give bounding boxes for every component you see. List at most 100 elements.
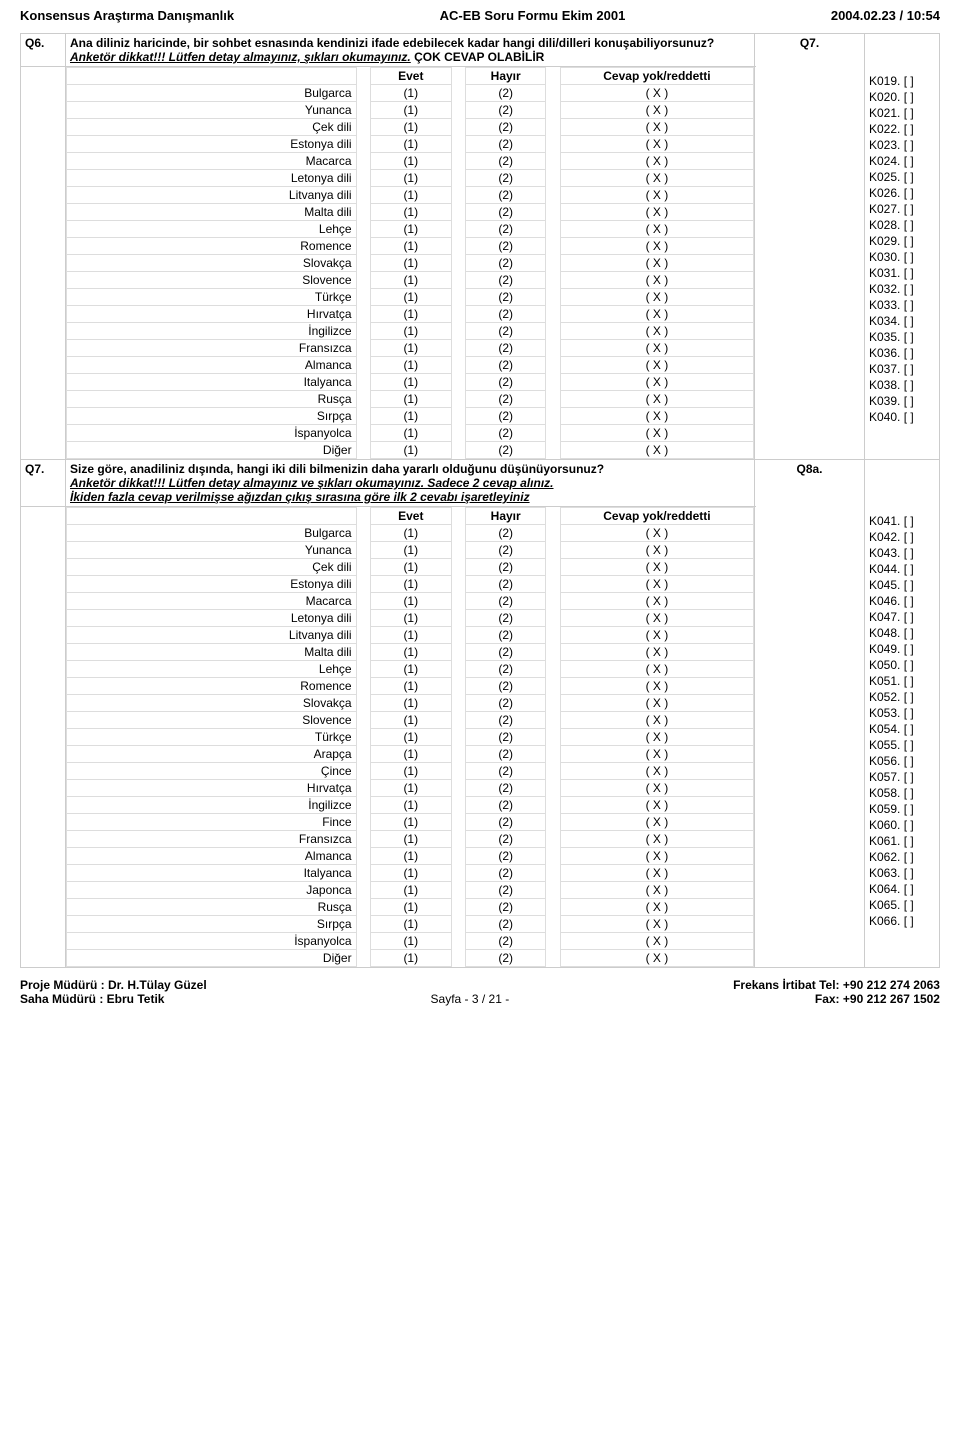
cevap-cell[interactable]: ( X ): [560, 442, 753, 459]
hayir-cell[interactable]: (2): [465, 610, 545, 627]
evet-cell[interactable]: (1): [371, 780, 451, 797]
evet-cell[interactable]: (1): [371, 391, 451, 408]
evet-cell[interactable]: (1): [371, 661, 451, 678]
cevap-cell[interactable]: ( X ): [560, 746, 753, 763]
hayir-cell[interactable]: (2): [465, 340, 545, 357]
hayir-cell[interactable]: (2): [465, 425, 545, 442]
cevap-cell[interactable]: ( X ): [560, 678, 753, 695]
cevap-cell[interactable]: ( X ): [560, 950, 753, 967]
evet-cell[interactable]: (1): [371, 712, 451, 729]
evet-cell[interactable]: (1): [371, 950, 451, 967]
cevap-cell[interactable]: ( X ): [560, 102, 753, 119]
hayir-cell[interactable]: (2): [465, 627, 545, 644]
cevap-cell[interactable]: ( X ): [560, 323, 753, 340]
hayir-cell[interactable]: (2): [465, 306, 545, 323]
hayir-cell[interactable]: (2): [465, 780, 545, 797]
evet-cell[interactable]: (1): [371, 323, 451, 340]
hayir-cell[interactable]: (2): [465, 391, 545, 408]
cevap-cell[interactable]: ( X ): [560, 763, 753, 780]
evet-cell[interactable]: (1): [371, 340, 451, 357]
cevap-cell[interactable]: ( X ): [560, 865, 753, 882]
hayir-cell[interactable]: (2): [465, 729, 545, 746]
cevap-cell[interactable]: ( X ): [560, 848, 753, 865]
hayir-cell[interactable]: (2): [465, 187, 545, 204]
cevap-cell[interactable]: ( X ): [560, 780, 753, 797]
cevap-cell[interactable]: ( X ): [560, 661, 753, 678]
evet-cell[interactable]: (1): [371, 848, 451, 865]
cevap-cell[interactable]: ( X ): [560, 357, 753, 374]
hayir-cell[interactable]: (2): [465, 221, 545, 238]
evet-cell[interactable]: (1): [371, 627, 451, 644]
evet-cell[interactable]: (1): [371, 85, 451, 102]
hayir-cell[interactable]: (2): [465, 374, 545, 391]
cevap-cell[interactable]: ( X ): [560, 391, 753, 408]
hayir-cell[interactable]: (2): [465, 593, 545, 610]
evet-cell[interactable]: (1): [371, 272, 451, 289]
evet-cell[interactable]: (1): [371, 644, 451, 661]
cevap-cell[interactable]: ( X ): [560, 187, 753, 204]
hayir-cell[interactable]: (2): [465, 865, 545, 882]
evet-cell[interactable]: (1): [371, 576, 451, 593]
hayir-cell[interactable]: (2): [465, 323, 545, 340]
cevap-cell[interactable]: ( X ): [560, 729, 753, 746]
evet-cell[interactable]: (1): [371, 204, 451, 221]
cevap-cell[interactable]: ( X ): [560, 610, 753, 627]
cevap-cell[interactable]: ( X ): [560, 559, 753, 576]
cevap-cell[interactable]: ( X ): [560, 289, 753, 306]
hayir-cell[interactable]: (2): [465, 831, 545, 848]
hayir-cell[interactable]: (2): [465, 916, 545, 933]
cevap-cell[interactable]: ( X ): [560, 238, 753, 255]
evet-cell[interactable]: (1): [371, 238, 451, 255]
cevap-cell[interactable]: ( X ): [560, 204, 753, 221]
evet-cell[interactable]: (1): [371, 729, 451, 746]
cevap-cell[interactable]: ( X ): [560, 374, 753, 391]
hayir-cell[interactable]: (2): [465, 712, 545, 729]
evet-cell[interactable]: (1): [371, 916, 451, 933]
hayir-cell[interactable]: (2): [465, 542, 545, 559]
cevap-cell[interactable]: ( X ): [560, 627, 753, 644]
cevap-cell[interactable]: ( X ): [560, 576, 753, 593]
hayir-cell[interactable]: (2): [465, 882, 545, 899]
evet-cell[interactable]: (1): [371, 102, 451, 119]
hayir-cell[interactable]: (2): [465, 763, 545, 780]
evet-cell[interactable]: (1): [371, 695, 451, 712]
cevap-cell[interactable]: ( X ): [560, 814, 753, 831]
hayir-cell[interactable]: (2): [465, 289, 545, 306]
evet-cell[interactable]: (1): [371, 797, 451, 814]
evet-cell[interactable]: (1): [371, 559, 451, 576]
evet-cell[interactable]: (1): [371, 289, 451, 306]
hayir-cell[interactable]: (2): [465, 899, 545, 916]
cevap-cell[interactable]: ( X ): [560, 340, 753, 357]
cevap-cell[interactable]: ( X ): [560, 712, 753, 729]
hayir-cell[interactable]: (2): [465, 204, 545, 221]
hayir-cell[interactable]: (2): [465, 746, 545, 763]
hayir-cell[interactable]: (2): [465, 848, 545, 865]
evet-cell[interactable]: (1): [371, 119, 451, 136]
evet-cell[interactable]: (1): [371, 374, 451, 391]
hayir-cell[interactable]: (2): [465, 814, 545, 831]
evet-cell[interactable]: (1): [371, 187, 451, 204]
hayir-cell[interactable]: (2): [465, 238, 545, 255]
cevap-cell[interactable]: ( X ): [560, 408, 753, 425]
evet-cell[interactable]: (1): [371, 865, 451, 882]
cevap-cell[interactable]: ( X ): [560, 85, 753, 102]
evet-cell[interactable]: (1): [371, 408, 451, 425]
hayir-cell[interactable]: (2): [465, 357, 545, 374]
hayir-cell[interactable]: (2): [465, 644, 545, 661]
hayir-cell[interactable]: (2): [465, 170, 545, 187]
evet-cell[interactable]: (1): [371, 899, 451, 916]
hayir-cell[interactable]: (2): [465, 661, 545, 678]
hayir-cell[interactable]: (2): [465, 797, 545, 814]
evet-cell[interactable]: (1): [371, 678, 451, 695]
cevap-cell[interactable]: ( X ): [560, 542, 753, 559]
cevap-cell[interactable]: ( X ): [560, 119, 753, 136]
evet-cell[interactable]: (1): [371, 357, 451, 374]
cevap-cell[interactable]: ( X ): [560, 255, 753, 272]
evet-cell[interactable]: (1): [371, 814, 451, 831]
evet-cell[interactable]: (1): [371, 136, 451, 153]
cevap-cell[interactable]: ( X ): [560, 644, 753, 661]
evet-cell[interactable]: (1): [371, 763, 451, 780]
evet-cell[interactable]: (1): [371, 255, 451, 272]
evet-cell[interactable]: (1): [371, 442, 451, 459]
evet-cell[interactable]: (1): [371, 153, 451, 170]
